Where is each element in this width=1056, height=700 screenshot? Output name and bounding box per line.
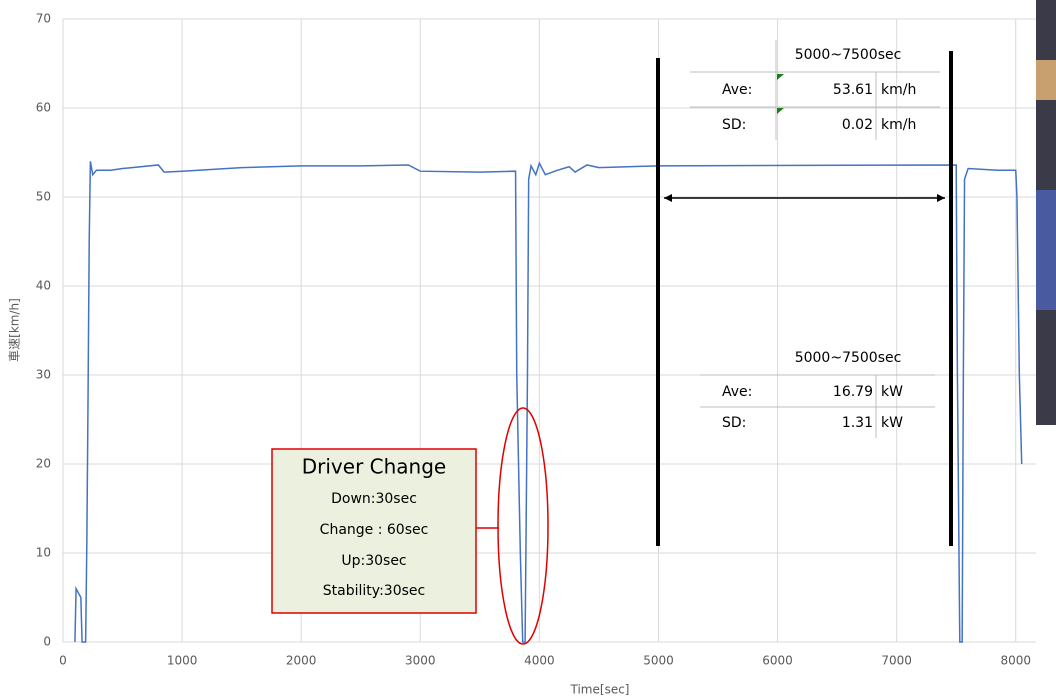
table-cell: SD:	[722, 117, 746, 133]
table-cell: km/h	[881, 82, 916, 98]
table-cell: 1.31	[842, 415, 873, 431]
table-cell: Ave:	[722, 384, 752, 400]
table-title: 5000~7500sec	[795, 350, 902, 366]
grid	[63, 19, 1036, 642]
table-cell: Ave:	[722, 82, 752, 98]
x-tick-label: 6000	[762, 654, 793, 668]
photo-detail	[1036, 190, 1056, 310]
x-tick-label: 2000	[286, 654, 317, 668]
table-cell: kW	[881, 415, 903, 431]
x-tick-label: 1000	[167, 654, 198, 668]
x-tick-label: 8000	[1000, 654, 1031, 668]
y-axis-title: 車速[km/h]	[8, 298, 22, 362]
y-tick-label: 70	[36, 12, 51, 26]
callout-text: Change : 60sec	[320, 522, 429, 538]
table-cell: 16.79	[833, 384, 873, 400]
x-tick-label: 5000	[643, 654, 674, 668]
callout-text: Stability:30sec	[323, 583, 425, 599]
y-tick-label: 40	[36, 279, 51, 293]
y-tick-label: 0	[43, 635, 51, 649]
x-tick-label: 7000	[881, 654, 912, 668]
x-tick-label: 0	[59, 654, 67, 668]
y-tick-label: 30	[36, 368, 51, 382]
highlight-ellipse	[498, 408, 548, 644]
x-axis-title: Time[sec]	[570, 683, 630, 697]
callout-text: Up:30sec	[341, 553, 406, 569]
y-tick-label: 60	[36, 101, 51, 115]
y-tick-label: 50	[36, 190, 51, 204]
chart: 5000~7500sec Ave: 53.61 km/h SD: 0.02 km…	[0, 0, 1056, 700]
y-tick-label: 10	[36, 546, 51, 560]
table-cell: SD:	[722, 415, 746, 431]
table-title: 5000~7500sec	[795, 47, 902, 63]
callout-text: Down:30sec	[331, 491, 417, 507]
x-tick-label: 4000	[524, 654, 555, 668]
x-tick-label: 3000	[405, 654, 436, 668]
table-cell: 0.02	[842, 117, 873, 133]
y-tick-label: 20	[36, 457, 51, 471]
table-cell: 53.61	[833, 82, 873, 98]
photo-detail	[1036, 60, 1056, 100]
speed-line	[75, 161, 1022, 642]
callout-title: Driver Change	[302, 455, 446, 479]
table-cell: km/h	[881, 117, 916, 133]
table-cell: kW	[881, 384, 903, 400]
